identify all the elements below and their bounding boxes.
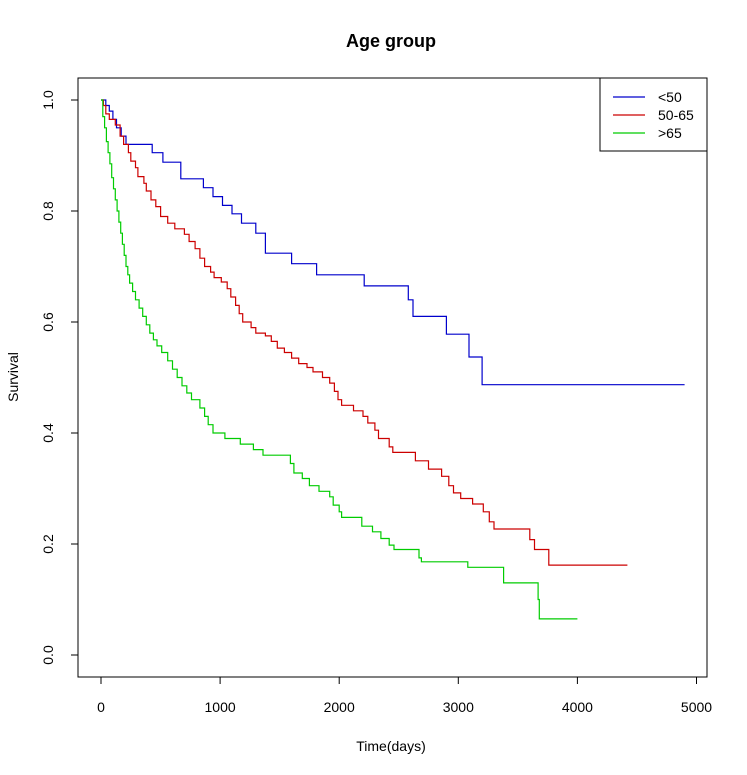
x-tick-label: 3000 [443,699,474,715]
series-line-<50 [101,99,685,386]
y-axis: 0.0 0.2 0.4 0.6 0.8 1.0 [40,90,79,665]
x-axis-title: Time(days) [356,738,426,754]
x-tick-label: 2000 [324,699,355,715]
x-tick-label: 1000 [205,699,236,715]
survival-curves [101,99,685,620]
legend-label: 50-65 [658,107,694,123]
x-tick-label: 0 [97,699,105,715]
x-tick-label: 4000 [562,699,593,715]
y-axis-title: Survival [5,352,21,402]
y-tick-label: 1.0 [40,90,56,110]
chart-title: Age group [346,31,436,51]
y-tick-label: 0.4 [40,423,56,443]
y-tick-label: 0.2 [40,534,56,554]
legend-label: <50 [658,89,682,105]
legend: <50 50-65 >65 [599,77,708,152]
x-tick-label: 5000 [681,699,712,715]
series-line-50-65 [101,99,628,566]
x-axis: 0 1000 2000 3000 4000 5000 [97,676,712,715]
y-tick-label: 0.0 [40,645,56,665]
legend-label: >65 [658,125,682,141]
y-tick-label: 0.8 [40,201,56,221]
series-line->65 [101,99,578,620]
y-tick-label: 0.6 [40,312,56,332]
